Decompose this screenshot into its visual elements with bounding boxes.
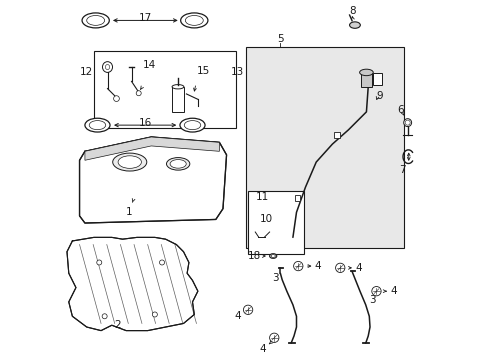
Text: 7: 7 [398, 165, 405, 175]
Bar [246, 47, 403, 248]
Ellipse shape [403, 119, 411, 127]
Text: 4: 4 [259, 343, 265, 354]
Ellipse shape [82, 13, 109, 28]
Bar [247, 191, 303, 253]
Ellipse shape [184, 121, 201, 130]
Ellipse shape [102, 62, 112, 72]
Ellipse shape [86, 15, 104, 25]
Ellipse shape [172, 85, 183, 89]
Circle shape [159, 260, 164, 265]
Ellipse shape [359, 69, 372, 76]
Text: 4: 4 [314, 261, 321, 271]
Ellipse shape [89, 121, 105, 130]
Text: 4: 4 [234, 311, 241, 320]
Ellipse shape [112, 153, 146, 171]
Circle shape [113, 96, 119, 102]
Text: 4: 4 [354, 263, 361, 273]
Bar [333, 132, 339, 138]
Text: 5: 5 [277, 35, 283, 44]
Text: 14: 14 [142, 59, 156, 69]
Bar [372, 73, 381, 85]
Text: 6: 6 [396, 105, 403, 115]
Bar [94, 51, 235, 128]
Text: 12: 12 [79, 67, 92, 77]
Ellipse shape [269, 254, 276, 258]
Ellipse shape [349, 22, 360, 28]
Bar [294, 195, 300, 201]
Text: 16: 16 [139, 118, 152, 128]
Circle shape [243, 305, 252, 315]
Circle shape [293, 261, 303, 271]
Text: 9: 9 [376, 91, 383, 101]
Circle shape [269, 333, 278, 342]
Ellipse shape [170, 159, 186, 168]
Ellipse shape [185, 15, 203, 25]
Bar [360, 72, 371, 87]
Text: 15: 15 [196, 66, 209, 76]
Polygon shape [85, 137, 219, 160]
Ellipse shape [166, 158, 189, 170]
Polygon shape [80, 137, 226, 223]
Circle shape [152, 312, 157, 317]
Text: 3: 3 [368, 295, 375, 305]
Text: 17: 17 [139, 13, 152, 23]
Ellipse shape [118, 156, 141, 168]
Text: 2: 2 [114, 320, 120, 330]
Ellipse shape [180, 13, 207, 28]
Ellipse shape [85, 118, 110, 132]
Ellipse shape [180, 118, 204, 132]
Circle shape [97, 260, 102, 265]
Text: 10: 10 [259, 215, 272, 224]
Circle shape [335, 263, 344, 273]
Text: 18: 18 [247, 251, 261, 261]
Bar [172, 87, 183, 112]
Text: 11: 11 [255, 192, 268, 202]
Text: 13: 13 [230, 67, 244, 77]
Text: 8: 8 [348, 6, 355, 16]
Circle shape [102, 314, 107, 319]
Text: 4: 4 [389, 286, 396, 296]
Circle shape [136, 91, 141, 96]
Ellipse shape [405, 120, 409, 125]
Circle shape [371, 287, 380, 296]
Polygon shape [67, 237, 198, 330]
Text: 1: 1 [125, 207, 132, 217]
Ellipse shape [270, 255, 275, 257]
Text: 3: 3 [271, 273, 278, 283]
Ellipse shape [105, 64, 109, 69]
